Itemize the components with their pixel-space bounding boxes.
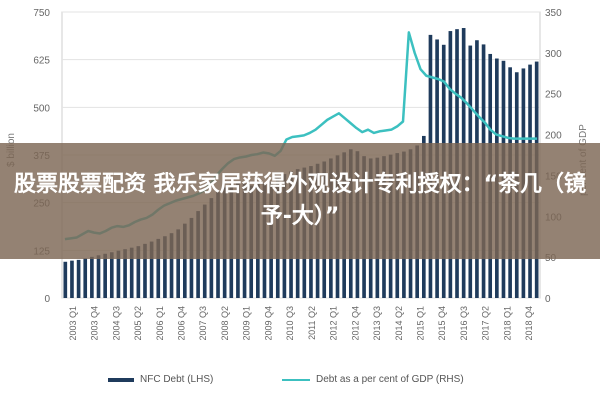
- bar: [163, 236, 167, 298]
- bar: [169, 233, 174, 298]
- banner-headline: 股票股票配资 我乐家居获得外观设计专利授权：“茶几（镜予-大）”: [13, 172, 587, 229]
- legend: NFC Debt (LHS) Debt as a per cent of GDP…: [0, 372, 600, 392]
- left-tick-label: 0: [44, 294, 50, 305]
- bar: [149, 241, 154, 298]
- right-tick-label: 300: [545, 49, 562, 60]
- x-tick-label: 2006 Q4: [177, 306, 187, 341]
- x-tick-label: 2009 Q1: [242, 306, 252, 341]
- x-tick-label: 2010 Q3: [285, 306, 295, 341]
- bar: [83, 258, 88, 298]
- x-tick-label: 2005 Q2: [133, 306, 143, 341]
- x-tick-label: 2015 Q4: [437, 306, 447, 341]
- left-tick-label: 500: [33, 103, 50, 114]
- bar: [90, 256, 94, 298]
- x-tick-label: 2018 Q1: [502, 306, 512, 341]
- x-tick-label: 2011 Q2: [307, 306, 317, 340]
- x-tick-label: 2003 Q1: [68, 306, 78, 341]
- x-tick-label: 2003 Q4: [90, 306, 100, 341]
- bar: [63, 261, 68, 298]
- x-tick-label: 2004 Q3: [111, 306, 121, 341]
- legend-label-nfc-debt: NFC Debt (LHS): [140, 374, 214, 385]
- x-tick-label: 2012 Q1: [329, 306, 339, 341]
- legend-item-nfc-debt: NFC Debt (LHS): [108, 374, 213, 385]
- bar: [76, 259, 81, 298]
- left-tick-label: 625: [33, 56, 50, 67]
- bar: [143, 243, 147, 298]
- bar: [182, 223, 187, 298]
- x-tick-label: 2012 Q4: [350, 306, 360, 341]
- left-tick-label: 750: [33, 8, 50, 19]
- bar: [136, 246, 141, 298]
- legend-label-debt-gdp: Debt as a per cent of GDP (RHS): [316, 374, 464, 385]
- x-axis-ticks: 2003 Q1 2003 Q4 2004 Q3 2005 Q2 2006 Q1 2006 …: [68, 306, 534, 341]
- x-tick-label: 2006 Q1: [155, 306, 165, 341]
- x-tick-label: 2016 Q3: [459, 306, 469, 341]
- right-tick-label: 0: [545, 294, 551, 305]
- x-tick-label: 2009 Q4: [263, 306, 273, 341]
- bar: [156, 238, 161, 298]
- legend-item-debt-gdp: Debt as a per cent of GDP (RHS): [282, 374, 464, 385]
- legend-swatch-line: [282, 378, 310, 381]
- bar: [70, 260, 74, 298]
- bar: [176, 229, 180, 298]
- right-tick-label: 200: [545, 131, 562, 142]
- x-tick-label: 2013 Q3: [372, 306, 382, 341]
- x-tick-label: 2018 Q4: [524, 306, 534, 341]
- bar: [96, 255, 101, 298]
- legend-swatch-bar: [108, 377, 134, 382]
- bar: [103, 253, 107, 298]
- x-tick-label: 2007 Q3: [198, 306, 208, 341]
- bar: [129, 247, 134, 298]
- x-tick-label: 2008 Q2: [220, 306, 230, 341]
- overlay-banner: 股票股票配资 我乐家居获得外观设计专利授权：“茶几（镜予-大）”: [0, 143, 600, 259]
- right-tick-label: 250: [545, 90, 562, 101]
- x-tick-label: 2017 Q2: [481, 306, 491, 341]
- x-tick-label: 2014 Q2: [394, 306, 404, 341]
- bar: [123, 249, 127, 298]
- bar: [116, 250, 121, 298]
- x-tick-label: 2015 Q1: [416, 306, 426, 341]
- bar: [109, 252, 114, 298]
- right-tick-label: 350: [545, 8, 562, 19]
